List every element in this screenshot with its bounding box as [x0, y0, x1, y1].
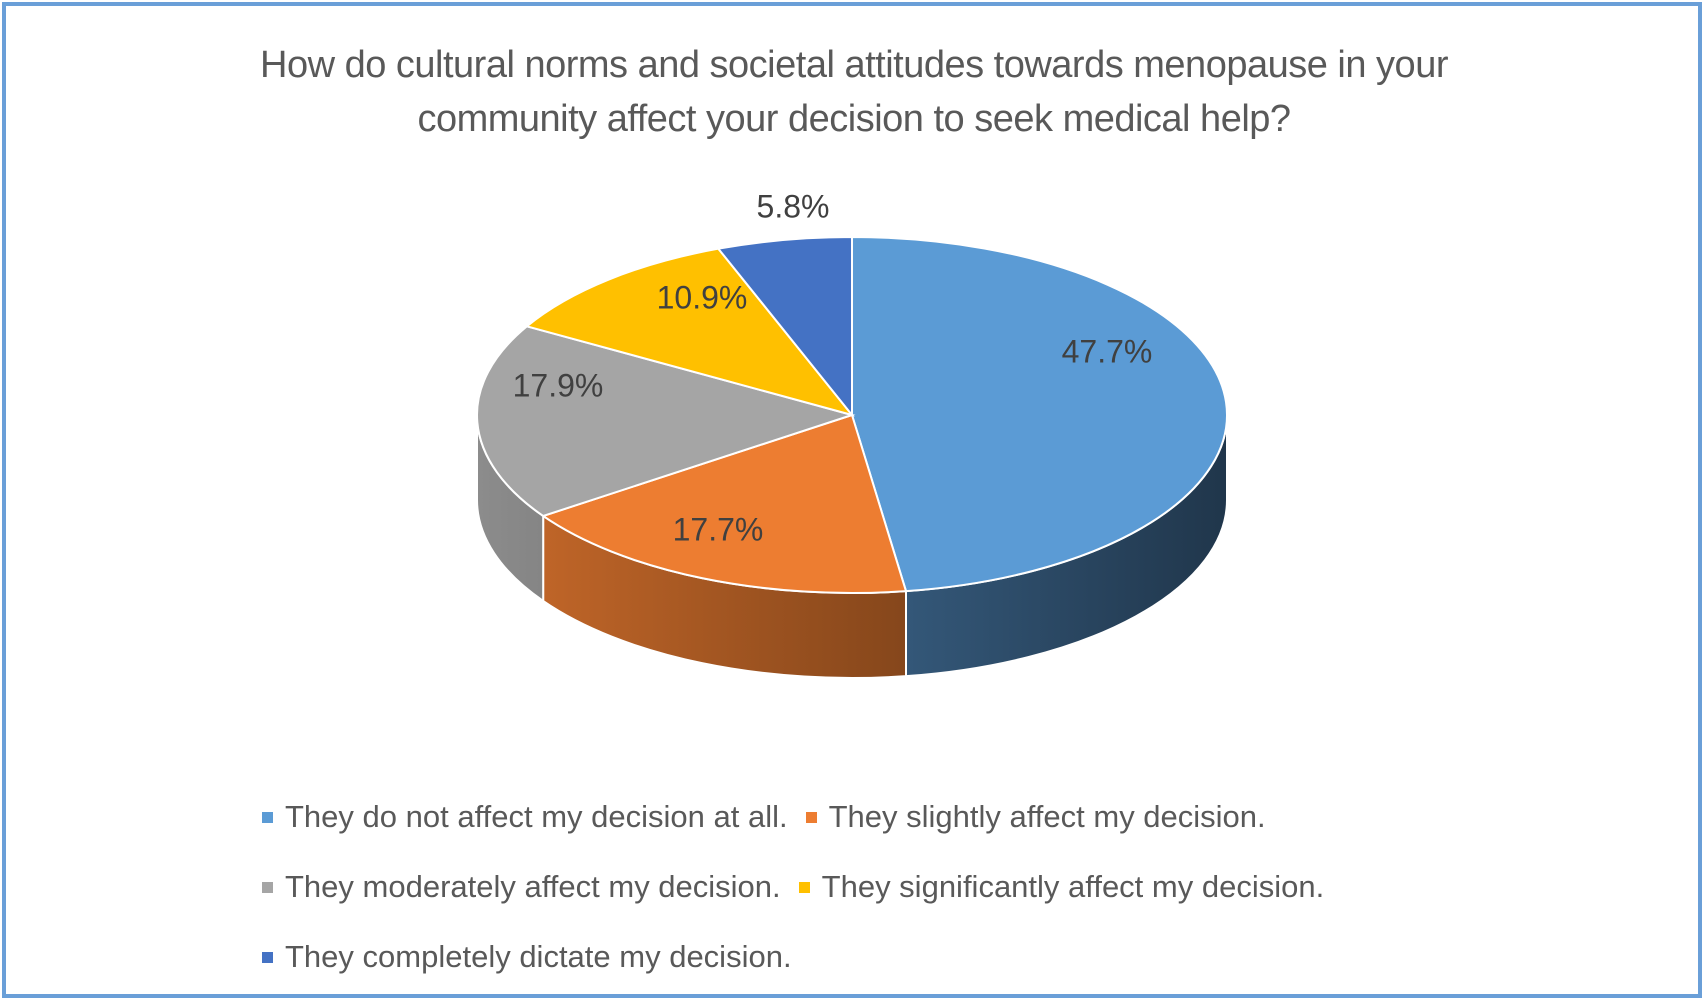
legend-item-slightly[interactable]: They slightly affect my decision.	[805, 799, 1266, 835]
data-label-slightly: 17.7%	[673, 511, 764, 547]
legend-label: They slightly affect my decision.	[828, 799, 1266, 834]
data-label-not-affect: 47.7%	[1062, 333, 1153, 369]
chart-title: How do cultural norms and societal attit…	[0, 38, 1708, 146]
legend-label: They completely dictate my decision.	[285, 939, 792, 974]
chart-title-line-2: community affect your decision to seek m…	[417, 98, 1291, 140]
pie-slice-significantly[interactable]	[524, 247, 855, 417]
legend-item-significantly[interactable]: They significantly affect my decision.	[798, 869, 1325, 905]
legend: They do not affect my decision at all. T…	[262, 782, 1562, 992]
legend-swatch-icon	[798, 881, 810, 893]
legend-row: They moderately affect my decision. They…	[262, 852, 1562, 922]
data-label-moderately: 17.9%	[513, 367, 604, 403]
legend-label: They significantly affect my decision.	[821, 869, 1325, 904]
legend-label: They do not affect my decision at all.	[285, 799, 788, 834]
pie-slice-not-affect[interactable]	[851, 235, 1228, 593]
pie-slice-completely[interactable]	[716, 235, 853, 418]
legend-row: They do not affect my decision at all. T…	[262, 782, 1562, 852]
pie-slice-moderately[interactable]	[476, 325, 856, 518]
legend-item-moderately[interactable]: They moderately affect my decision.	[262, 869, 781, 905]
legend-row: They completely dictate my decision.	[262, 922, 1562, 992]
legend-swatch-icon	[262, 881, 273, 893]
data-label-significantly: 10.9%	[657, 279, 748, 315]
legend-swatch-icon	[262, 811, 273, 823]
legend-item-completely[interactable]: They completely dictate my decision.	[262, 939, 792, 975]
legend-swatch-icon	[805, 811, 817, 823]
data-label-completely: 5.8%	[757, 188, 830, 224]
legend-swatch-icon	[262, 951, 273, 963]
legend-item-not-affect[interactable]: They do not affect my decision at all.	[262, 799, 788, 835]
pie-slice-slightly[interactable]	[540, 413, 908, 594]
chart-title-line-1: How do cultural norms and societal attit…	[260, 44, 1448, 86]
legend-label: They moderately affect my decision.	[285, 869, 781, 904]
